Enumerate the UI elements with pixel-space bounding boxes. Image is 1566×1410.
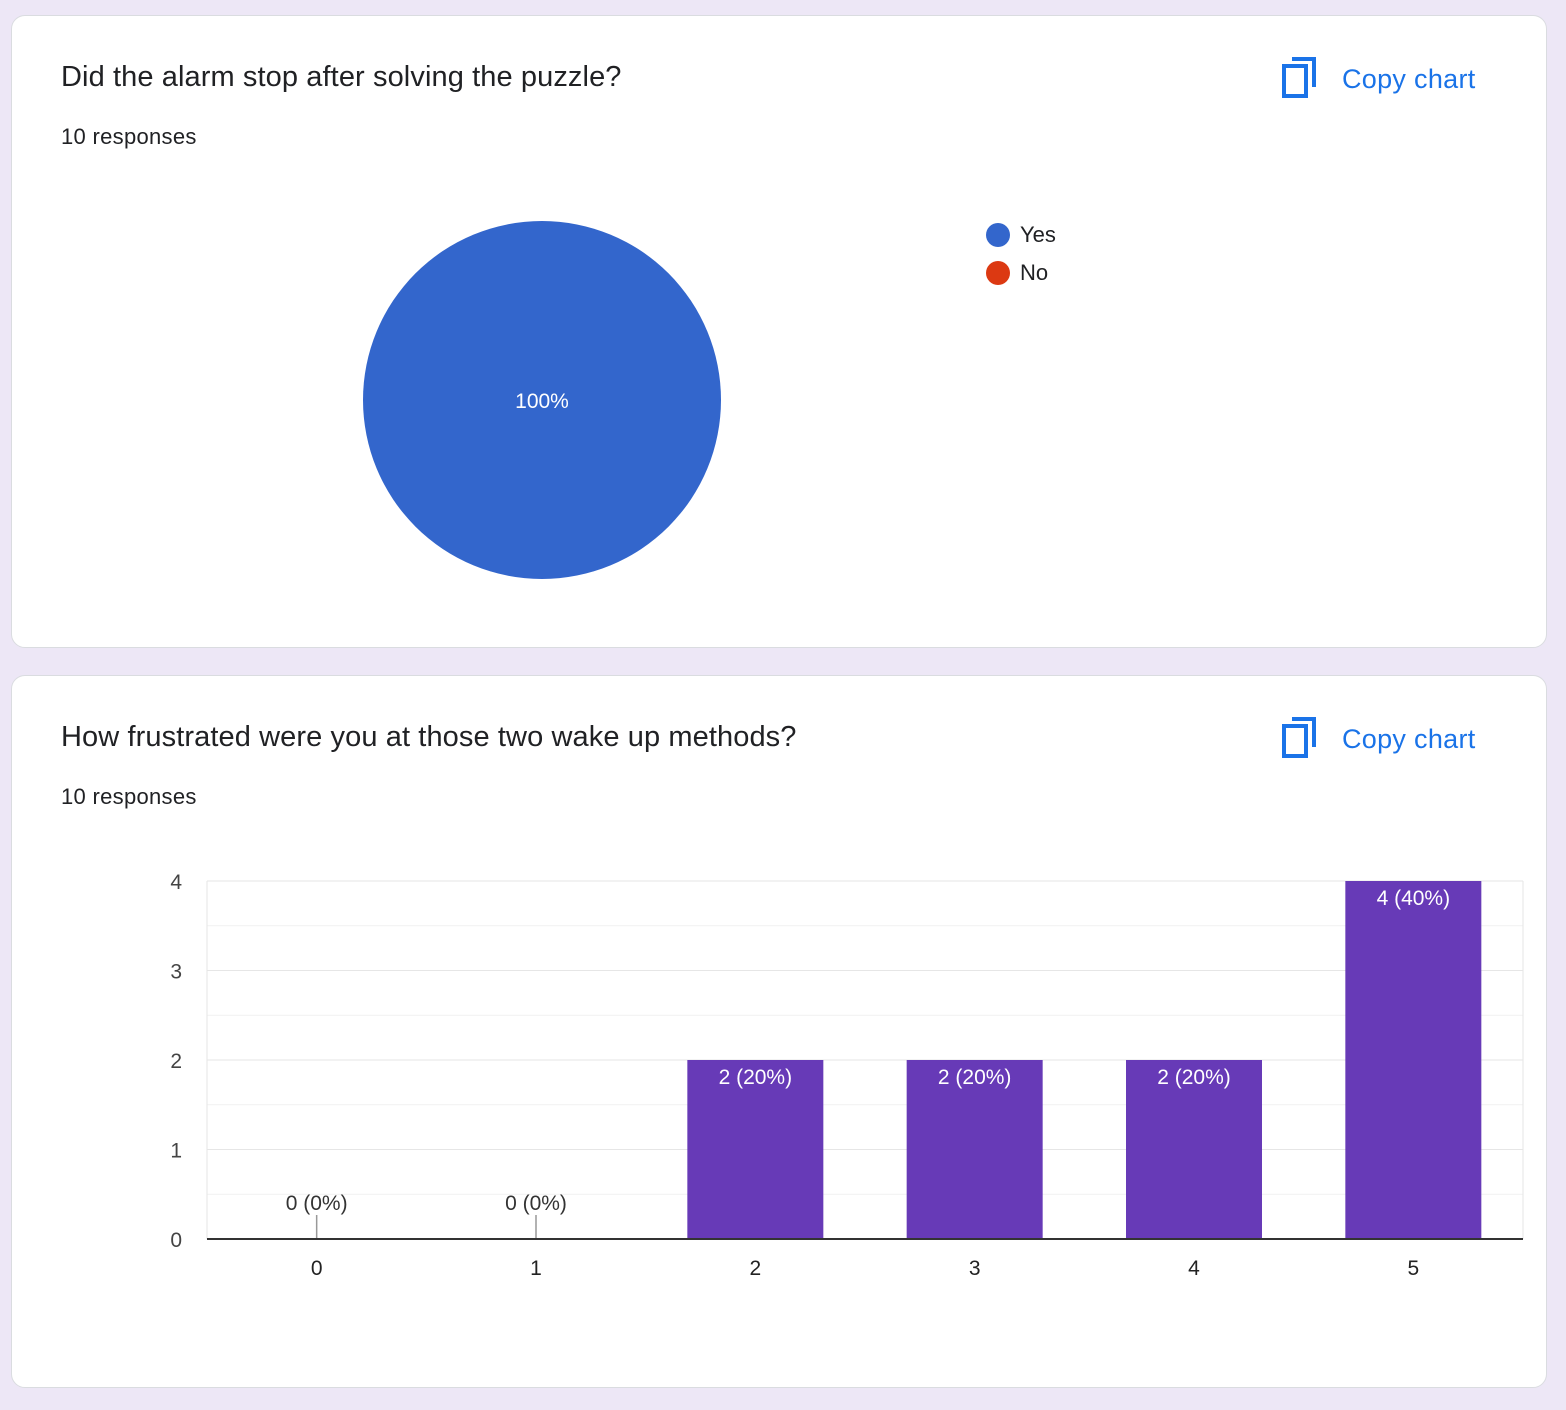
bar-chart: 0 1 2 3 4 0 (0%) 0 0 (0%) 1 2 (20%) 2 2 (20%) 3 2 (20… — [170, 871, 1524, 1280]
y-tick-label: 0 — [170, 1229, 182, 1252]
response-count: 10 responses — [61, 124, 197, 149]
question-title: How frustrated were you at those two wak… — [61, 721, 797, 753]
bar-3[interactable] — [906, 1060, 1043, 1239]
bar-data-label: 2 (20%) — [719, 1066, 793, 1089]
pie-legend: Yes No — [986, 216, 1056, 292]
x-tick-label: 3 — [969, 1257, 981, 1280]
bar-data-label: 0 (0%) — [286, 1192, 348, 1215]
question-title: Did the alarm stop after solving the puz… — [61, 61, 622, 93]
legend-swatch-no — [986, 261, 1010, 285]
legend-item-yes[interactable]: Yes — [986, 216, 1056, 254]
bar-4[interactable] — [1126, 1060, 1262, 1239]
y-tick-label: 3 — [170, 961, 182, 984]
copy-icon — [1280, 715, 1320, 764]
y-tick-label: 4 — [170, 871, 182, 894]
copy-chart-label: Copy chart — [1342, 63, 1476, 94]
x-tick-label: 0 — [311, 1257, 323, 1280]
pie-slice-label: 100% — [515, 390, 569, 413]
bar-data-label: 2 (20%) — [1157, 1066, 1231, 1089]
y-tick-label: 2 — [170, 1050, 182, 1073]
bar-question-card: How frustrated were you at those two wak… — [11, 675, 1547, 1388]
response-count: 10 responses — [61, 784, 197, 809]
x-tick-label: 2 — [749, 1257, 761, 1280]
bar-data-label: 0 (0%) — [505, 1192, 567, 1215]
bar-5[interactable] — [1345, 881, 1482, 1239]
legend-swatch-yes — [986, 223, 1010, 247]
x-tick-label: 5 — [1407, 1257, 1419, 1280]
y-tick-label: 1 — [170, 1140, 182, 1163]
bar-2[interactable] — [687, 1060, 824, 1239]
copy-chart-button[interactable]: Copy chart — [1280, 714, 1510, 764]
legend-label-yes: Yes — [1020, 222, 1056, 247]
x-tick-label: 4 — [1188, 1257, 1200, 1280]
copy-icon — [1280, 55, 1320, 104]
pie-slice-yes[interactable] — [363, 221, 721, 579]
pie-chart: 100% — [363, 221, 721, 579]
pie-question-card: Did the alarm stop after solving the puz… — [11, 15, 1547, 648]
legend-item-no[interactable]: No — [986, 254, 1056, 292]
copy-chart-button[interactable]: Copy chart — [1280, 54, 1510, 104]
bar-data-label: 4 (40%) — [1377, 887, 1451, 910]
copy-chart-label: Copy chart — [1342, 723, 1476, 754]
legend-label-no: No — [1020, 260, 1049, 285]
x-tick-label: 1 — [530, 1257, 542, 1280]
bar-data-label: 2 (20%) — [938, 1066, 1012, 1089]
